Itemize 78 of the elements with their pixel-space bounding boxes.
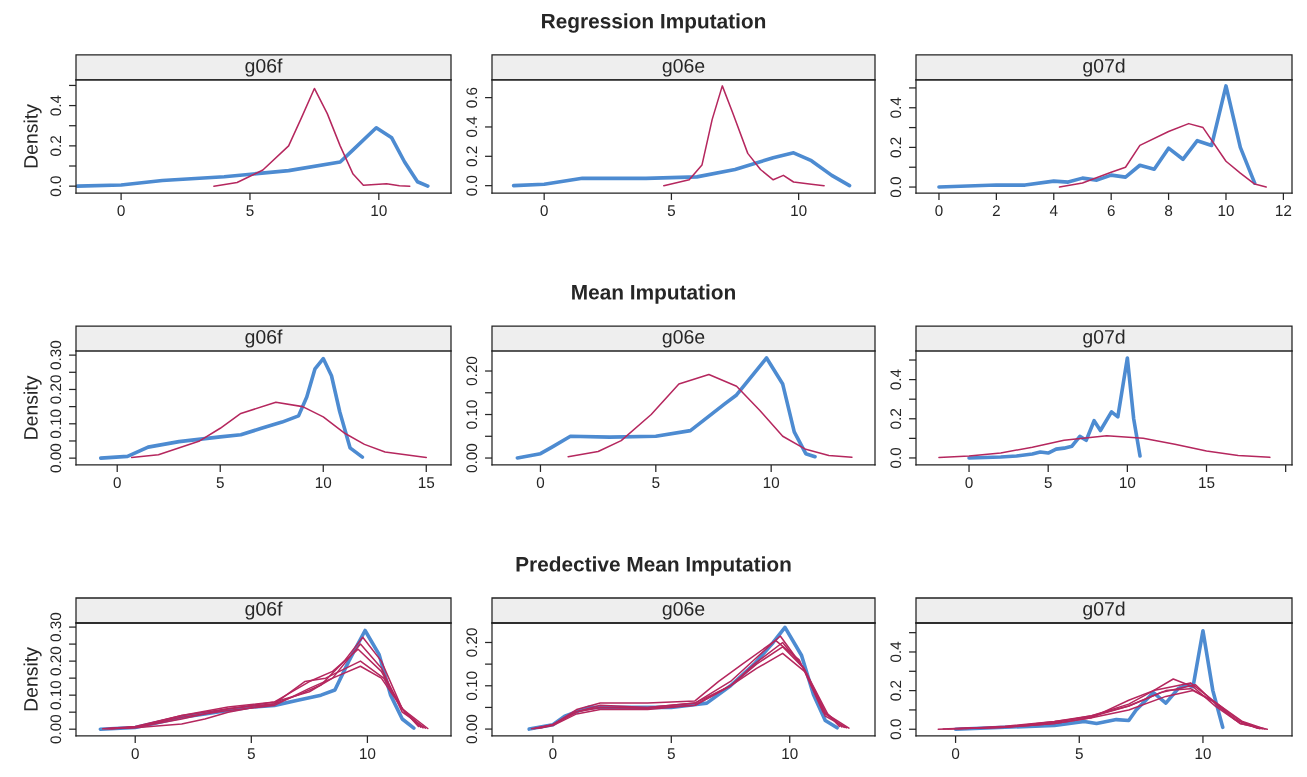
x-tick-label: 12 xyxy=(1276,205,1292,216)
y-axis-title: Density xyxy=(23,375,42,439)
x-tick-label: 10 xyxy=(1218,205,1234,217)
chart-title: g06e xyxy=(662,601,705,620)
chart-title: g06e xyxy=(662,58,705,77)
chart-title: g07d xyxy=(1083,329,1125,348)
x-tick-label: 0 xyxy=(965,477,973,489)
x-tick-label: 0 xyxy=(935,205,943,217)
y-tick-label: 0.0 xyxy=(890,177,902,198)
x-tick-label: 4 xyxy=(1049,205,1058,216)
x-tick-label: 10 xyxy=(1195,748,1211,760)
y-tick-label: 0.30 xyxy=(50,340,62,370)
y-tick-label: 0.2 xyxy=(890,408,902,429)
x-tick-label: 10 xyxy=(791,205,807,217)
x-tick-label: 5 xyxy=(667,748,675,760)
chart-subtitle: Regression Imputation xyxy=(542,13,766,33)
y-tick-label: 0.4 xyxy=(466,116,478,137)
y-tick-label: 0.0 xyxy=(890,447,902,468)
y-tick-label: 0.2 xyxy=(466,146,478,167)
x-tick-label: 0 xyxy=(113,477,121,489)
x-tick-label: 10 xyxy=(371,205,387,217)
x-tick-label: 5 xyxy=(652,477,660,489)
y-tick-label: 0.10 xyxy=(50,680,62,710)
x-tick-label: 0 xyxy=(117,205,125,217)
y-tick-label: 0.0 xyxy=(466,175,478,196)
chart-subtitle: Mean Imputation xyxy=(572,284,735,304)
y-tick-label: 0.00 xyxy=(50,443,62,473)
chart-subtitle: Predective Mean Imputation xyxy=(516,556,791,576)
x-tick-label: 8 xyxy=(1165,205,1173,217)
y-tick-label: 0.0 xyxy=(50,176,62,197)
y-tick-label: 0.10 xyxy=(466,400,478,429)
y-tick-label: 0.20 xyxy=(50,646,62,676)
x-tick-label: 0 xyxy=(131,748,139,760)
y-tick-label: 0.20 xyxy=(50,375,62,404)
x-tick-label: 0 xyxy=(951,748,960,760)
y-tick-label: 0.00 xyxy=(466,714,478,744)
x-tick-label: 2 xyxy=(992,205,1000,216)
x-tick-label: 5 xyxy=(247,748,255,760)
x-tick-label: 5 xyxy=(246,205,254,217)
x-tick-label: 5 xyxy=(1075,748,1083,760)
y-tick-label: 0.00 xyxy=(466,443,478,473)
x-tick-label: 10 xyxy=(763,477,780,489)
x-tick-label: 5 xyxy=(1044,477,1052,489)
y-tick-label: 0.20 xyxy=(466,356,478,386)
y-tick-label: 0.2 xyxy=(890,680,902,701)
y-tick-label: 0.2 xyxy=(50,136,62,156)
y-tick-label: 0.2 xyxy=(890,137,902,158)
x-tick-label: 0 xyxy=(536,477,545,489)
x-tick-label: 15 xyxy=(1199,477,1215,489)
y-tick-label: 0.4 xyxy=(890,97,902,118)
chart-title: g06f xyxy=(245,329,283,348)
y-tick-label: 0.4 xyxy=(890,641,902,662)
y-tick-label: 0.10 xyxy=(50,409,62,439)
chart-title: g06f xyxy=(245,58,283,77)
y-tick-label: 0.10 xyxy=(466,671,478,701)
x-tick-label: 0 xyxy=(540,205,548,217)
x-tick-label: 6 xyxy=(1107,205,1115,217)
x-tick-label: 10 xyxy=(782,748,798,760)
chart-title: g07d xyxy=(1083,601,1125,620)
y-tick-label: 0.4 xyxy=(890,369,902,390)
chart-title: g07d xyxy=(1083,58,1125,77)
x-tick-label: 10 xyxy=(1120,477,1136,489)
y-tick-label: 0.20 xyxy=(466,628,478,657)
y-tick-label: 0.6 xyxy=(466,87,478,108)
x-tick-label: 15 xyxy=(418,477,435,489)
x-tick-label: 0 xyxy=(549,748,557,760)
x-tick-label: 5 xyxy=(667,205,676,217)
y-tick-label: 0.00 xyxy=(50,714,62,744)
x-tick-label: 10 xyxy=(360,748,376,760)
x-tick-label: 10 xyxy=(315,477,332,489)
y-tick-label: 0.4 xyxy=(50,95,62,116)
y-axis-title: Density xyxy=(23,104,42,168)
chart-title: g06e xyxy=(662,329,705,348)
y-tick-label: 0.0 xyxy=(890,719,902,740)
y-axis-title: Density xyxy=(23,647,42,711)
x-tick-label: 5 xyxy=(216,477,224,489)
y-tick-label: 0.30 xyxy=(50,612,62,642)
chart-title: g06f xyxy=(245,601,283,620)
